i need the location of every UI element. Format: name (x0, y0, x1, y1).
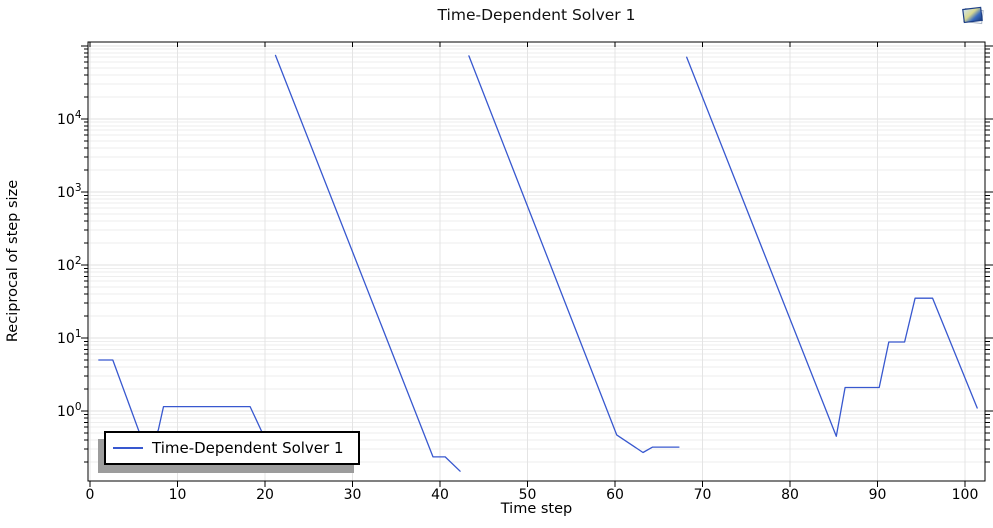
tick-labels: 0 10 20 30 40 50 60 70 80 90 100 100 101 102 103 104 (57, 109, 978, 503)
y-tick-label: 100 (57, 401, 82, 420)
chart-title: Time-Dependent Solver 1 (437, 6, 636, 24)
y-tick-label: 104 (57, 109, 82, 128)
legend: Time-Dependent Solver 1 (104, 431, 360, 465)
x-axis-label: Time step (500, 501, 573, 517)
plot-snapshot-icon[interactable] (959, 3, 987, 29)
x-tick-label: 30 (344, 487, 362, 503)
y-tick-label: 101 (57, 328, 82, 347)
legend-entry-label: Time-Dependent Solver 1 (152, 439, 344, 457)
x-tick-label: 40 (431, 487, 449, 503)
snapshot-sheets (962, 6, 984, 25)
x-tick-label: 100 (952, 487, 979, 503)
series-line (98, 359, 273, 450)
x-tick-label: 50 (519, 487, 537, 503)
y-axis-label: Reciprocal of step size (5, 179, 21, 343)
x-tick-label: 0 (86, 487, 95, 503)
x-tick-label: 80 (781, 487, 799, 503)
y-tick-label: 103 (57, 182, 82, 201)
series-line (686, 56, 978, 437)
y-tick-label: 102 (57, 255, 82, 274)
axis-ticks (81, 42, 993, 487)
series-line (468, 55, 680, 454)
x-tick-label: 70 (694, 487, 712, 503)
x-tick-label: 90 (869, 487, 887, 503)
series-line (274, 54, 461, 472)
legend-line-sample (113, 447, 143, 449)
x-tick-label: 20 (256, 487, 274, 503)
gridlines (88, 42, 985, 481)
series-group (98, 54, 978, 472)
plot-border (87, 41, 986, 482)
x-tick-label: 10 (169, 487, 187, 503)
x-tick-label: 60 (606, 487, 624, 503)
